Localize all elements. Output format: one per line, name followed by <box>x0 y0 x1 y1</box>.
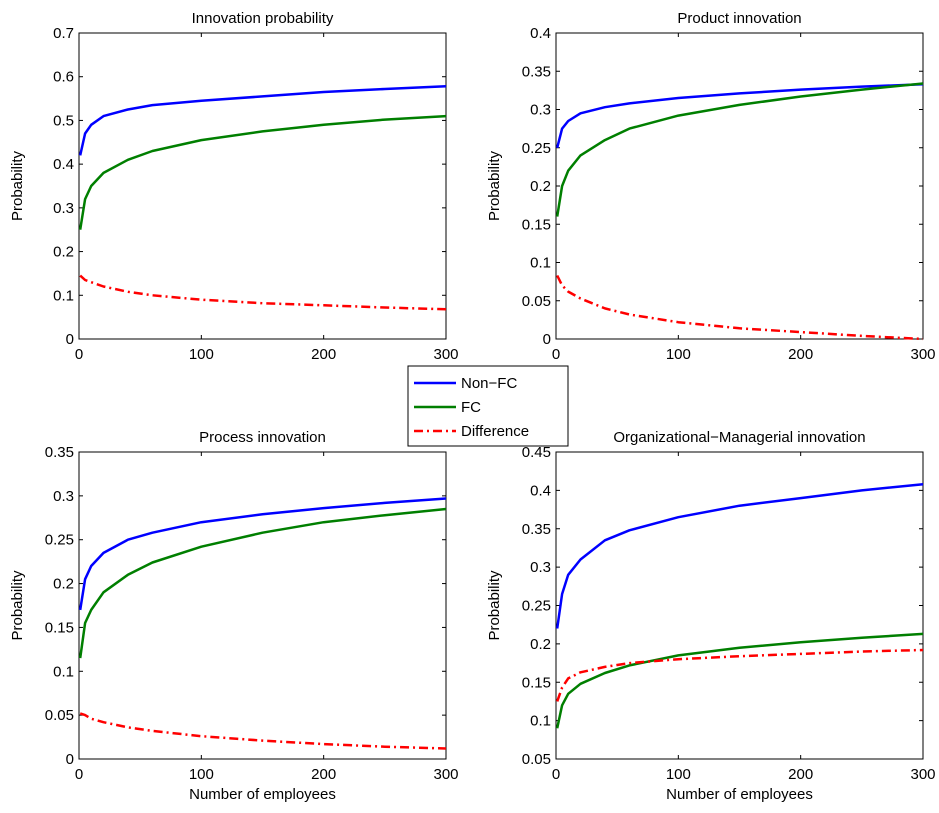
y-tick-label: 0.1 <box>53 287 74 304</box>
series-line-fc <box>555 632 924 729</box>
x-tick-label: 200 <box>788 766 813 783</box>
y-tick-label: 0.15 <box>522 674 551 691</box>
x-tick-label: 100 <box>666 346 691 363</box>
series-line-non-fc <box>78 497 447 611</box>
x-axis-label: Number of employees <box>189 786 336 803</box>
subplot-title: Process innovation <box>199 429 326 446</box>
y-tick-label: 0.25 <box>45 532 74 549</box>
plot-frame <box>78 451 447 760</box>
y-tick-label: 0.4 <box>530 482 551 499</box>
legend: Non−FC FC Difference <box>407 365 569 447</box>
y-tick-label: 0.35 <box>45 444 74 461</box>
legend-label: Difference <box>461 423 529 440</box>
x-tick-label: 100 <box>189 346 214 363</box>
x-axis-label: Number of employees <box>666 786 813 803</box>
x-tick-label: 300 <box>910 766 935 783</box>
y-tick-label: 0.35 <box>522 521 551 538</box>
legend-label: FC <box>461 399 481 416</box>
x-tick-label: 200 <box>788 346 813 363</box>
y-tick-label: 0.1 <box>530 713 551 730</box>
y-axis-label: Probability <box>486 150 503 221</box>
y-tick-label: 0.2 <box>53 576 74 593</box>
y-tick-label: 0.1 <box>530 255 551 272</box>
x-tick-label: 100 <box>189 766 214 783</box>
series-line-difference <box>556 648 924 702</box>
x-tick-label: 300 <box>433 766 458 783</box>
y-tick-label: 0.5 <box>53 112 74 129</box>
y-tick-label: 0 <box>66 751 74 768</box>
x-tick-label: 200 <box>311 346 336 363</box>
subplot-title: Product innovation <box>677 10 801 27</box>
y-tick-label: 0.35 <box>522 63 551 80</box>
subplot-4: 0 100 200 300 0.05 0.1 0.15 0.2 0.25 0.3 0.35 0.4 0.… <box>486 429 936 803</box>
x-tick-label: 300 <box>433 346 458 363</box>
y-tick-label: 0.6 <box>53 69 74 86</box>
series-line-fc <box>78 507 447 659</box>
plot-frame <box>78 32 447 340</box>
y-tick-label: 0.4 <box>53 156 74 173</box>
series-line-fc <box>78 114 447 230</box>
y-axis-label: Probability <box>9 150 26 221</box>
y-tick-label: 0.15 <box>45 619 74 636</box>
y-tick-label: 0.15 <box>522 216 551 233</box>
x-tick-label: 200 <box>311 766 336 783</box>
y-tick-label: 0.25 <box>522 140 551 157</box>
y-tick-label: 0.3 <box>53 200 74 217</box>
y-axis-label: Probability <box>9 570 26 641</box>
y-tick-label: 0 <box>543 331 551 348</box>
x-tick-label: 100 <box>666 766 691 783</box>
y-tick-label: 0.2 <box>530 636 551 653</box>
series-line-difference <box>79 274 447 311</box>
y-tick-label: 0.25 <box>522 598 551 615</box>
y-axis-label: Probability <box>486 570 503 641</box>
series-line-non-fc <box>78 85 447 156</box>
plot-frame <box>555 32 924 340</box>
y-tick-label: 0.1 <box>53 663 74 680</box>
y-tick-label: 0.3 <box>530 559 551 576</box>
y-tick-label: 0 <box>66 331 74 348</box>
series-line-fc <box>555 82 924 217</box>
y-tick-label: 0.2 <box>53 244 74 261</box>
series-line-non-fc <box>555 482 924 629</box>
subplot-title: Innovation probability <box>192 10 334 27</box>
subplot-3: 0 100 200 300 0 0.05 0.1 0.15 0.2 0.25 0.3 0.35 Proc… <box>9 429 459 803</box>
x-tick-label: 0 <box>552 346 560 363</box>
series-line-difference <box>79 712 447 750</box>
x-tick-label: 0 <box>75 346 83 363</box>
y-tick-label: 0.05 <box>522 293 551 310</box>
y-tick-label: 0.2 <box>530 178 551 195</box>
y-tick-label: 0.7 <box>53 25 74 42</box>
series-line-non-fc <box>555 83 924 149</box>
y-tick-label: 0.3 <box>530 102 551 119</box>
x-tick-label: 0 <box>552 766 560 783</box>
x-tick-label: 0 <box>75 766 83 783</box>
subplot-2: 0 100 200 300 0 0.05 0.1 0.15 0.2 0.25 0.3 0.35 0.4 P… <box>486 10 936 363</box>
subplot-1: 0 100 200 300 0 0.1 0.2 0.3 0.4 0.5 0.6 0.7 Innovati… <box>9 10 459 363</box>
legend-label: Non−FC <box>461 375 517 392</box>
y-tick-label: 0.45 <box>522 444 551 461</box>
y-tick-label: 0.4 <box>530 25 551 42</box>
subplot-title: Organizational−Managerial innovation <box>613 429 865 446</box>
y-tick-label: 0.3 <box>53 488 74 505</box>
y-tick-label: 0.05 <box>45 707 74 724</box>
plot-frame <box>555 451 924 760</box>
x-tick-label: 300 <box>910 346 935 363</box>
y-tick-label: 0.05 <box>522 751 551 768</box>
